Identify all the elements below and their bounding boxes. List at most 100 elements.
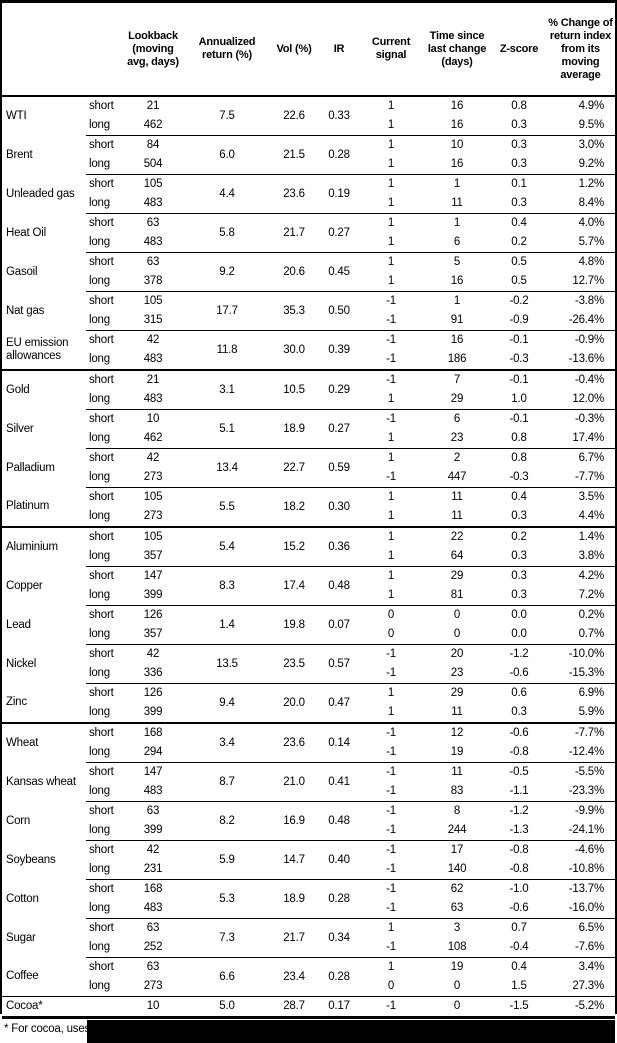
ir-value: 0.40 xyxy=(318,840,360,880)
commodity-name: Platinum xyxy=(6,500,50,513)
current-signal-value: -1 xyxy=(386,471,396,483)
annualized-return-value: 5.4 xyxy=(184,526,270,567)
table-row: long 336 -1 23 -0.6 -15.3% xyxy=(2,664,615,684)
z-score-value: 0.1 xyxy=(492,174,546,194)
current-signal-value: -1 xyxy=(386,863,396,875)
table-row: Corn short 63 8.2 16.9 0.48 -1 8 -1.2 -9.9% xyxy=(2,801,615,841)
table-row: long 294 -1 19 -0.8 -12.4% xyxy=(2,743,615,763)
leg-label: long xyxy=(89,706,110,718)
time-since-change-value: 186 xyxy=(447,353,467,365)
lookback-value: 399 xyxy=(143,589,163,601)
commodity-name: Soybeans xyxy=(6,853,56,866)
leg-label: short xyxy=(86,174,122,194)
table-row: long 504 1 16 0.3 9.2% xyxy=(2,155,615,175)
table-row: long 399 -1 244 -1.3 -24.1% xyxy=(2,821,615,841)
pct-change-value: -23.3% xyxy=(568,785,604,797)
time-since-change-value: 16 xyxy=(422,95,492,116)
leg-label: short xyxy=(86,487,122,507)
ir-value: 0.41 xyxy=(318,762,360,802)
table-row: long 357 1 64 0.3 3.8% xyxy=(2,547,615,567)
lookback-value: 147 xyxy=(122,762,184,782)
table-row: Kansas wheat short 147 8.7 21.0 0.41 -1 11 -0.5-… xyxy=(2,762,615,802)
vol-value: 23.6 xyxy=(270,174,318,214)
time-since-change-value: 0 xyxy=(453,980,461,992)
z-score-value: 0.5 xyxy=(492,252,546,272)
leg-label: long xyxy=(89,471,110,483)
ir-value: 0.19 xyxy=(318,174,360,214)
lookback-value: 21 xyxy=(122,95,184,116)
time-since-change-value: 29 xyxy=(422,683,492,703)
current-signal-value: 1 xyxy=(360,95,422,116)
leg-label: long xyxy=(89,589,110,601)
leg-label: long xyxy=(89,197,110,209)
commodity-name: Heat Oil xyxy=(6,226,46,239)
vol-value: 15.2 xyxy=(270,526,318,567)
leg-label: short xyxy=(86,213,122,233)
time-since-change-value: 7 xyxy=(422,369,492,390)
z-score-value: 0.3 xyxy=(511,706,527,718)
table-row: long 273 0 0 1.5 27.3% xyxy=(2,977,615,997)
leg-label: long xyxy=(89,628,110,640)
time-since-change-value: 11 xyxy=(451,510,463,522)
z-score-value: -0.8 xyxy=(509,863,529,875)
current-signal-value: 1 xyxy=(360,213,422,233)
table-row: Sugar short 63 7.3 21.7 0.34 1 3 0.7 6.5% xyxy=(2,918,615,958)
commodity-name: Corn xyxy=(6,814,31,827)
pct-change-value: -16.0% xyxy=(568,902,604,914)
leg-label: long xyxy=(89,119,110,131)
lookback-value: 147 xyxy=(122,566,184,586)
ir-value: 0.30 xyxy=(318,487,360,527)
lookback-value: 504 xyxy=(143,158,163,170)
col-header-commodity xyxy=(2,3,86,97)
z-score-value: -0.4 xyxy=(509,941,529,953)
lookback-value: 273 xyxy=(143,471,163,483)
lookback-value: 105 xyxy=(122,487,184,507)
current-signal-value: -1 xyxy=(360,644,422,664)
leg-label: long xyxy=(89,785,110,797)
current-signal-value: -1 xyxy=(360,762,422,782)
current-signal-value: 1 xyxy=(360,566,422,586)
ir-value: 0.48 xyxy=(318,801,360,841)
commodity-name: Coffee xyxy=(6,970,39,983)
lookback-value: 63 xyxy=(122,918,184,938)
current-signal-value: 1 xyxy=(387,432,395,444)
table-row: long 357 0 0 0.0 0.7% xyxy=(2,625,615,645)
time-since-change-value: 22 xyxy=(422,526,492,547)
time-since-change-value: 17 xyxy=(422,840,492,860)
time-since-change-value: 2 xyxy=(422,448,492,468)
current-signal-value: -1 xyxy=(360,879,422,899)
time-since-change-value: 0 xyxy=(422,605,492,625)
annualized-return-value: 13.5 xyxy=(184,644,270,684)
annualized-return-value: 9.4 xyxy=(184,683,270,723)
vol-value: 19.8 xyxy=(270,605,318,645)
col-header-lookback: Lookback (moving avg, days) xyxy=(122,3,184,97)
lookback-value: 252 xyxy=(143,941,163,953)
pct-change-value: 5.7% xyxy=(578,236,605,248)
current-signal-value: -1 xyxy=(360,330,422,350)
z-score-value: -0.1 xyxy=(492,330,546,350)
current-signal-value: -1 xyxy=(360,840,422,860)
leg-label: long xyxy=(89,275,110,287)
pct-change-value: 27.3% xyxy=(572,980,604,992)
time-since-change-value: 11 xyxy=(422,487,492,507)
z-score-value: 0.4 xyxy=(492,487,546,507)
time-since-change-value: 16 xyxy=(450,158,464,170)
leg-label: short xyxy=(86,526,122,547)
table-body: WTI short 21 7.5 22.6 0.33 1 16 0.8 4.9% long 462 1 1… xyxy=(2,95,615,1018)
time-since-change-value: 81 xyxy=(450,589,464,601)
current-signal-value: 1 xyxy=(387,550,395,562)
table-row: WTI short 21 7.5 22.6 0.33 1 16 0.8 4.9% xyxy=(2,95,615,136)
lookback-value: 63 xyxy=(122,957,184,977)
time-since-change-value: 244 xyxy=(447,824,467,836)
lookback-value: 21 xyxy=(122,369,184,390)
table-row: Coffee short 63 6.6 23.4 0.28 1 19 0.4 3.4% xyxy=(2,957,615,997)
vol-value: 21.0 xyxy=(270,762,318,802)
ir-value: 0.34 xyxy=(318,918,360,958)
vol-value: 23.5 xyxy=(270,644,318,684)
ir-value: 0.27 xyxy=(318,213,360,253)
ir-value: 0.29 xyxy=(318,369,360,410)
pct-change-value: 1.4% xyxy=(546,526,615,547)
current-signal-value: 0 xyxy=(387,980,395,992)
pct-change-value: 1.2% xyxy=(546,174,615,194)
current-signal-value: 1 xyxy=(360,135,422,155)
